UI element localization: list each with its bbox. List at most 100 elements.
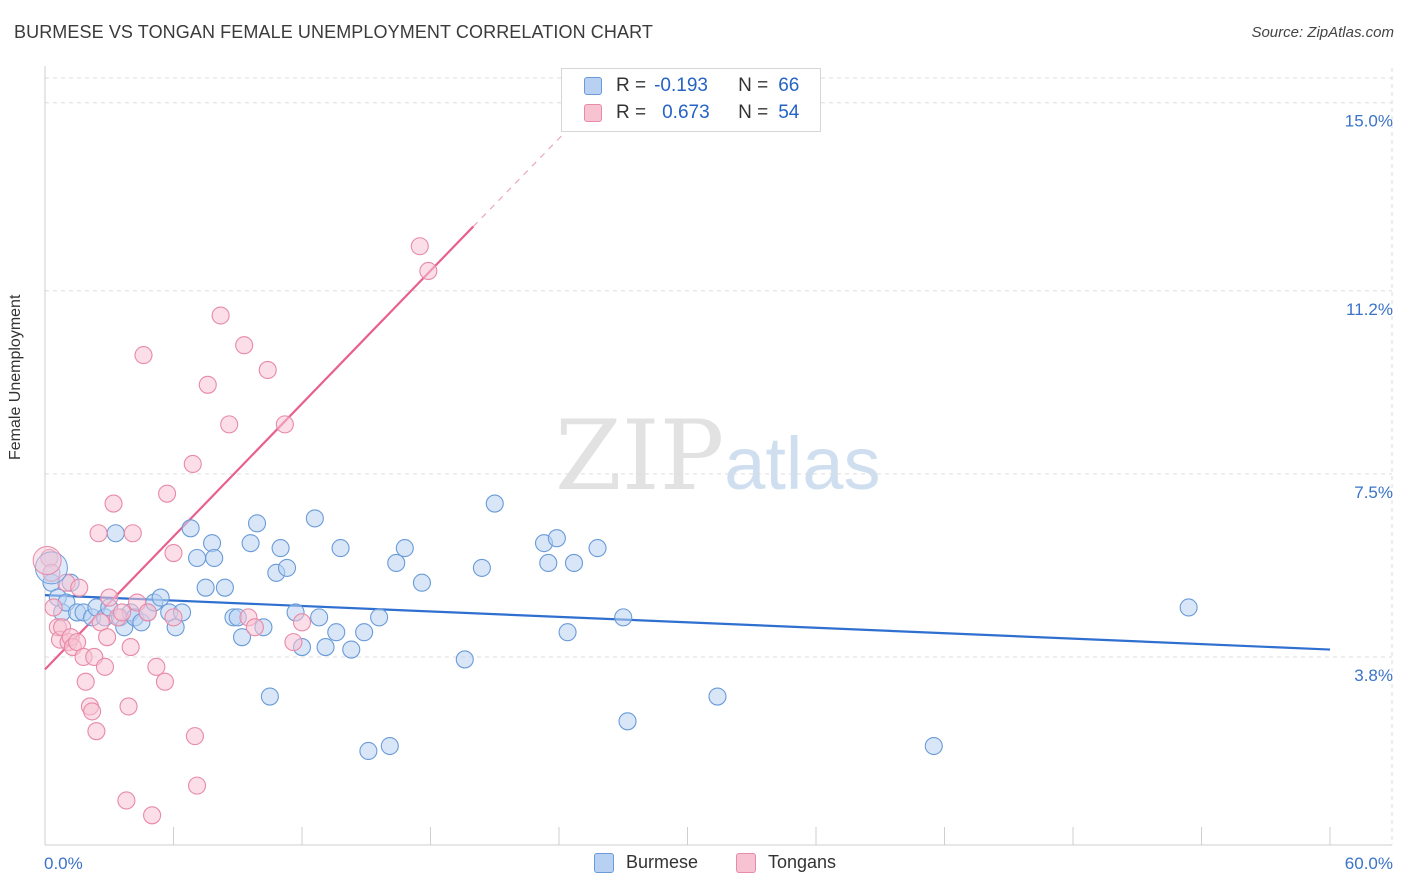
tongan-point — [419, 261, 438, 281]
burmese-point — [181, 519, 200, 538]
burmese-point — [196, 578, 215, 597]
tongan-point — [76, 672, 95, 691]
source-label: Source: ZipAtlas.com — [1251, 24, 1394, 41]
tongan-point — [235, 336, 254, 355]
tongan-point — [123, 524, 142, 543]
tongan-point — [147, 657, 166, 676]
legend-r-label: R = — [616, 75, 647, 96]
tongan-point — [98, 628, 117, 647]
tongan-point — [275, 415, 294, 434]
legend-row-burmese: R = -0.193 N = 66 — [584, 73, 799, 99]
burmese-point — [588, 539, 607, 558]
tongan-point — [143, 806, 162, 825]
y-tick-label: 7.5% — [1354, 483, 1393, 502]
tongan-point — [119, 697, 138, 716]
burmese-point — [708, 687, 727, 706]
tongan-point — [188, 776, 207, 795]
chart-title: BURMESE VS TONGAN FEMALE UNEMPLOYMENT CO… — [14, 22, 653, 42]
y-tick-label: 3.8% — [1354, 666, 1393, 685]
tongan-point — [211, 306, 230, 325]
burmese-point — [331, 539, 350, 558]
tongan-point — [44, 598, 63, 617]
legend-item-burmese[interactable]: Burmese — [594, 852, 698, 873]
y-tick-label: 11.2% — [1346, 300, 1393, 319]
tongan-point — [245, 618, 264, 637]
burmese-point — [327, 623, 346, 642]
tongan-point — [183, 454, 202, 474]
tongan-point — [164, 608, 183, 627]
tongan-point — [155, 672, 174, 691]
burmese-point — [387, 553, 406, 572]
tongan-point — [134, 346, 153, 365]
burmese-point — [188, 548, 207, 568]
burmese-point — [151, 588, 170, 607]
tongan-point — [42, 563, 61, 582]
burmese-point — [260, 687, 279, 706]
burmese-point — [539, 553, 558, 572]
burmese-point — [924, 736, 943, 756]
series-legend: Burmese Tongans — [0, 852, 1406, 878]
legend-r-label: R = — [616, 102, 647, 123]
burmese-point — [271, 539, 290, 558]
burmese-point — [359, 741, 378, 761]
label-layer: 3.8% 7.5% 11.2% 15.0% 0.0% 60.0% — [44, 112, 1393, 873]
legend-swatch-burmese — [584, 77, 602, 95]
tongan-point — [95, 657, 115, 676]
tongan-point — [164, 543, 183, 563]
tongan-point — [100, 588, 119, 607]
burmese-point — [485, 494, 504, 513]
watermark: ZIPatlas — [555, 400, 881, 512]
burmese-point — [1179, 598, 1198, 617]
tongan-point — [117, 791, 136, 810]
tongan-point — [83, 702, 102, 721]
tongan-point — [87, 722, 106, 741]
tongan-point — [198, 375, 217, 394]
burmese-point — [310, 608, 329, 627]
axis-layer — [44, 66, 1392, 846]
burmese-point — [395, 539, 414, 558]
tongan-point — [158, 484, 177, 503]
burmese-point — [355, 623, 374, 642]
tongan-cluster-point — [32, 545, 62, 575]
burmese-point — [380, 736, 399, 756]
watermark-zip: ZIP — [555, 400, 725, 512]
legend-swatch-tongans — [736, 852, 756, 873]
tongan-point — [410, 237, 429, 256]
legend-swatch-burmese — [594, 852, 614, 873]
tongan-trend-extension — [472, 127, 571, 227]
burmese-point — [472, 558, 491, 577]
burmese-point — [342, 640, 361, 659]
burmese-point — [564, 553, 584, 572]
grid-layer — [45, 68, 1393, 845]
legend-swatch-tongans — [584, 104, 602, 122]
burmese-point — [618, 712, 637, 731]
burmese-point — [106, 524, 125, 543]
burmese-point — [412, 573, 431, 592]
legend-label-tongans: Tongans — [768, 852, 837, 872]
burmese-point — [203, 534, 222, 553]
burmese-point — [241, 534, 260, 553]
tongan-point — [185, 727, 204, 746]
tongan-point — [220, 415, 239, 434]
tongan-point — [284, 633, 303, 652]
burmese-point — [614, 608, 633, 627]
burmese-point — [370, 608, 389, 627]
burmese-point — [215, 578, 234, 597]
burmese-point — [547, 529, 566, 548]
legend-n-value: 66 — [778, 75, 800, 96]
tongan-point — [70, 578, 89, 597]
burmese-point — [316, 638, 335, 657]
burmese-point — [305, 509, 324, 528]
burmese-point — [558, 623, 577, 642]
x-tick-label: 60.0% — [1345, 854, 1393, 873]
legend-row-tongans: R = 0.673 N = 54 — [584, 100, 799, 126]
tongan-point — [258, 360, 277, 380]
legend-n-value: 54 — [778, 102, 800, 123]
legend-item-tongans[interactable]: Tongans — [736, 852, 836, 873]
burmese-point — [247, 514, 267, 533]
burmese-point — [455, 650, 474, 669]
y-axis-label: Female Unemployment — [7, 294, 24, 460]
tongan-point — [89, 524, 108, 543]
legend-r-value: -0.193 — [654, 75, 708, 96]
